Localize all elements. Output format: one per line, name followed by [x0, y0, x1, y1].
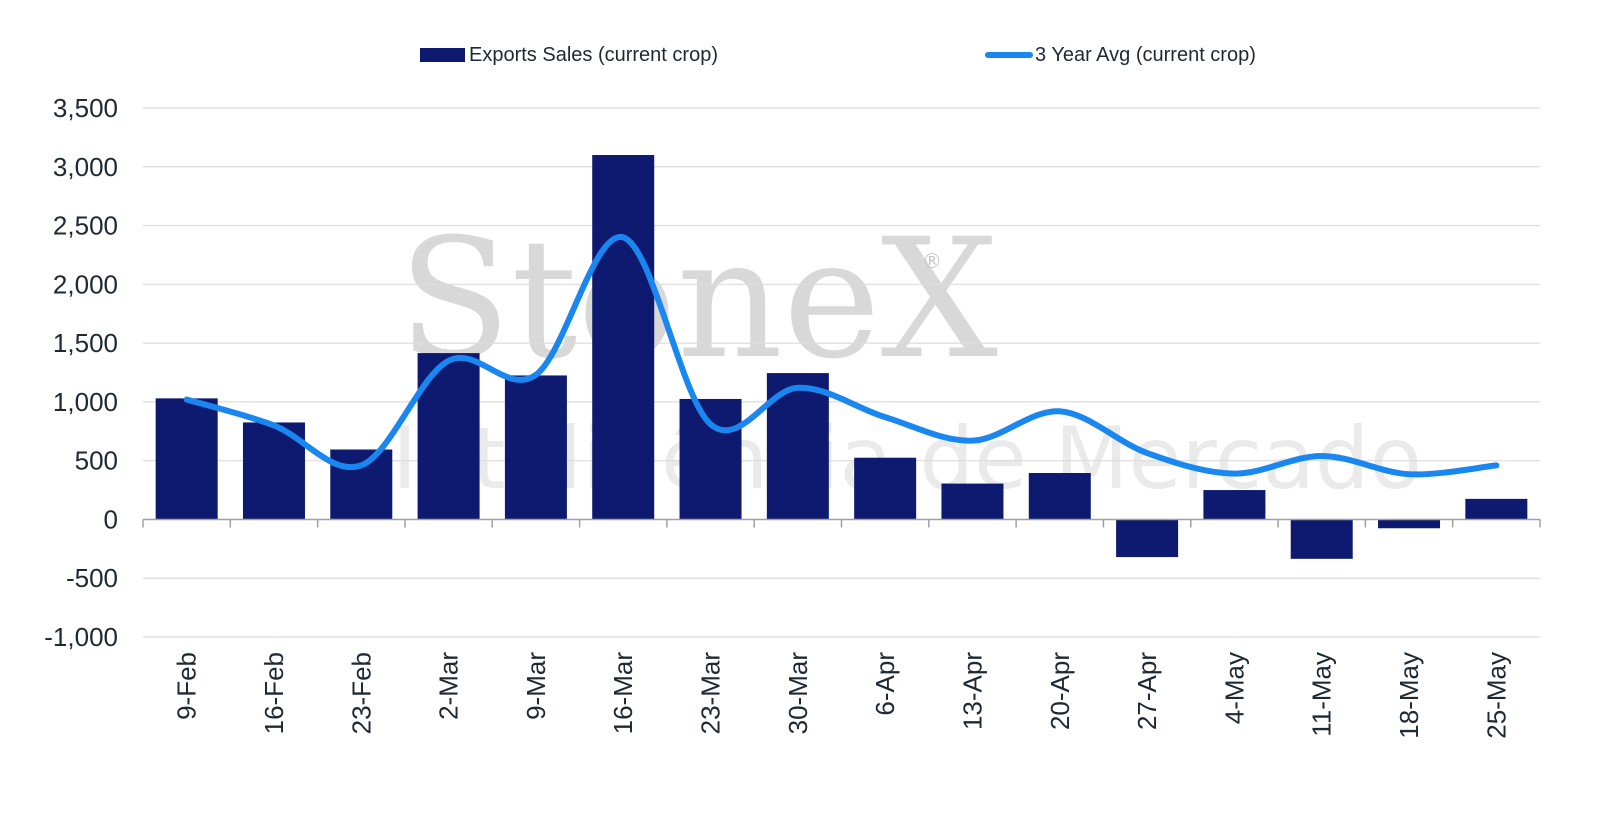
legend-bar-label: Exports Sales (current crop) [469, 44, 718, 66]
bar [1378, 519, 1441, 529]
y-axis: 3,500 3,000 2,500 2,000 1,500 1,000 500 0 -500 -1… [44, 93, 118, 652]
watermark-registered-mark: ® [922, 249, 942, 273]
bar [330, 449, 393, 520]
x-tick-label: 23-Mar [696, 652, 726, 735]
x-tick-label: 11-May [1307, 652, 1337, 737]
y-tick-label: 3,500 [53, 93, 118, 123]
x-tick-label: 16-Mar [608, 652, 638, 735]
x-tick-label: 4-May [1219, 652, 1249, 724]
y-tick-label: 2,000 [53, 269, 118, 299]
watermark-brand: StoneX [398, 203, 998, 395]
x-tick-label: 16-Feb [259, 652, 289, 734]
x-tick-label: 27-Apr [1132, 652, 1162, 730]
y-tick-label: 500 [75, 446, 118, 476]
x-tick-label: 23-Feb [346, 652, 376, 734]
bar [679, 398, 742, 520]
bar [941, 483, 1004, 520]
x-tick-label: 2-Mar [434, 652, 464, 720]
y-tick-label: 3,000 [53, 152, 118, 182]
x-axis: 9-Feb 16-Feb 23-Feb 2-Mar 9-Mar 16-Mar 23-Mar 3… [142, 518, 1541, 739]
bar [592, 155, 655, 520]
y-tick-label: 1,500 [53, 328, 118, 358]
x-tick-label: 25-May [1481, 652, 1511, 739]
x-tick-label: 9-Feb [172, 652, 202, 720]
y-tick-label: 2,500 [53, 211, 118, 241]
x-tick-label: 13-Apr [957, 652, 987, 730]
legend-bar-swatch [420, 48, 465, 62]
x-tick-label: 20-Apr [1045, 652, 1075, 730]
x-tick-label: 30-Mar [783, 652, 813, 735]
y-tick-label: 1,000 [53, 387, 118, 417]
legend-line-label: 3 Year Avg (current crop) [1035, 44, 1256, 66]
bar [1203, 490, 1266, 520]
x-tick-label: 18-May [1394, 652, 1424, 739]
bar [504, 375, 567, 520]
bar [155, 398, 218, 520]
avg-line [183, 234, 1500, 478]
bar [854, 457, 917, 520]
bar [1465, 498, 1528, 520]
x-tick-label: 6-Apr [870, 652, 900, 716]
y-tick-label: 0 [104, 504, 118, 534]
x-tick-label: 9-Mar [521, 652, 551, 720]
bar [1028, 473, 1091, 520]
bar [1290, 519, 1353, 559]
bar [1116, 519, 1179, 558]
y-tick-label: -500 [66, 563, 118, 593]
legend: Exports Sales (current crop) 3 Year Avg … [420, 44, 1256, 66]
line-series [183, 234, 1500, 478]
y-tick-label: -1,000 [44, 622, 118, 652]
